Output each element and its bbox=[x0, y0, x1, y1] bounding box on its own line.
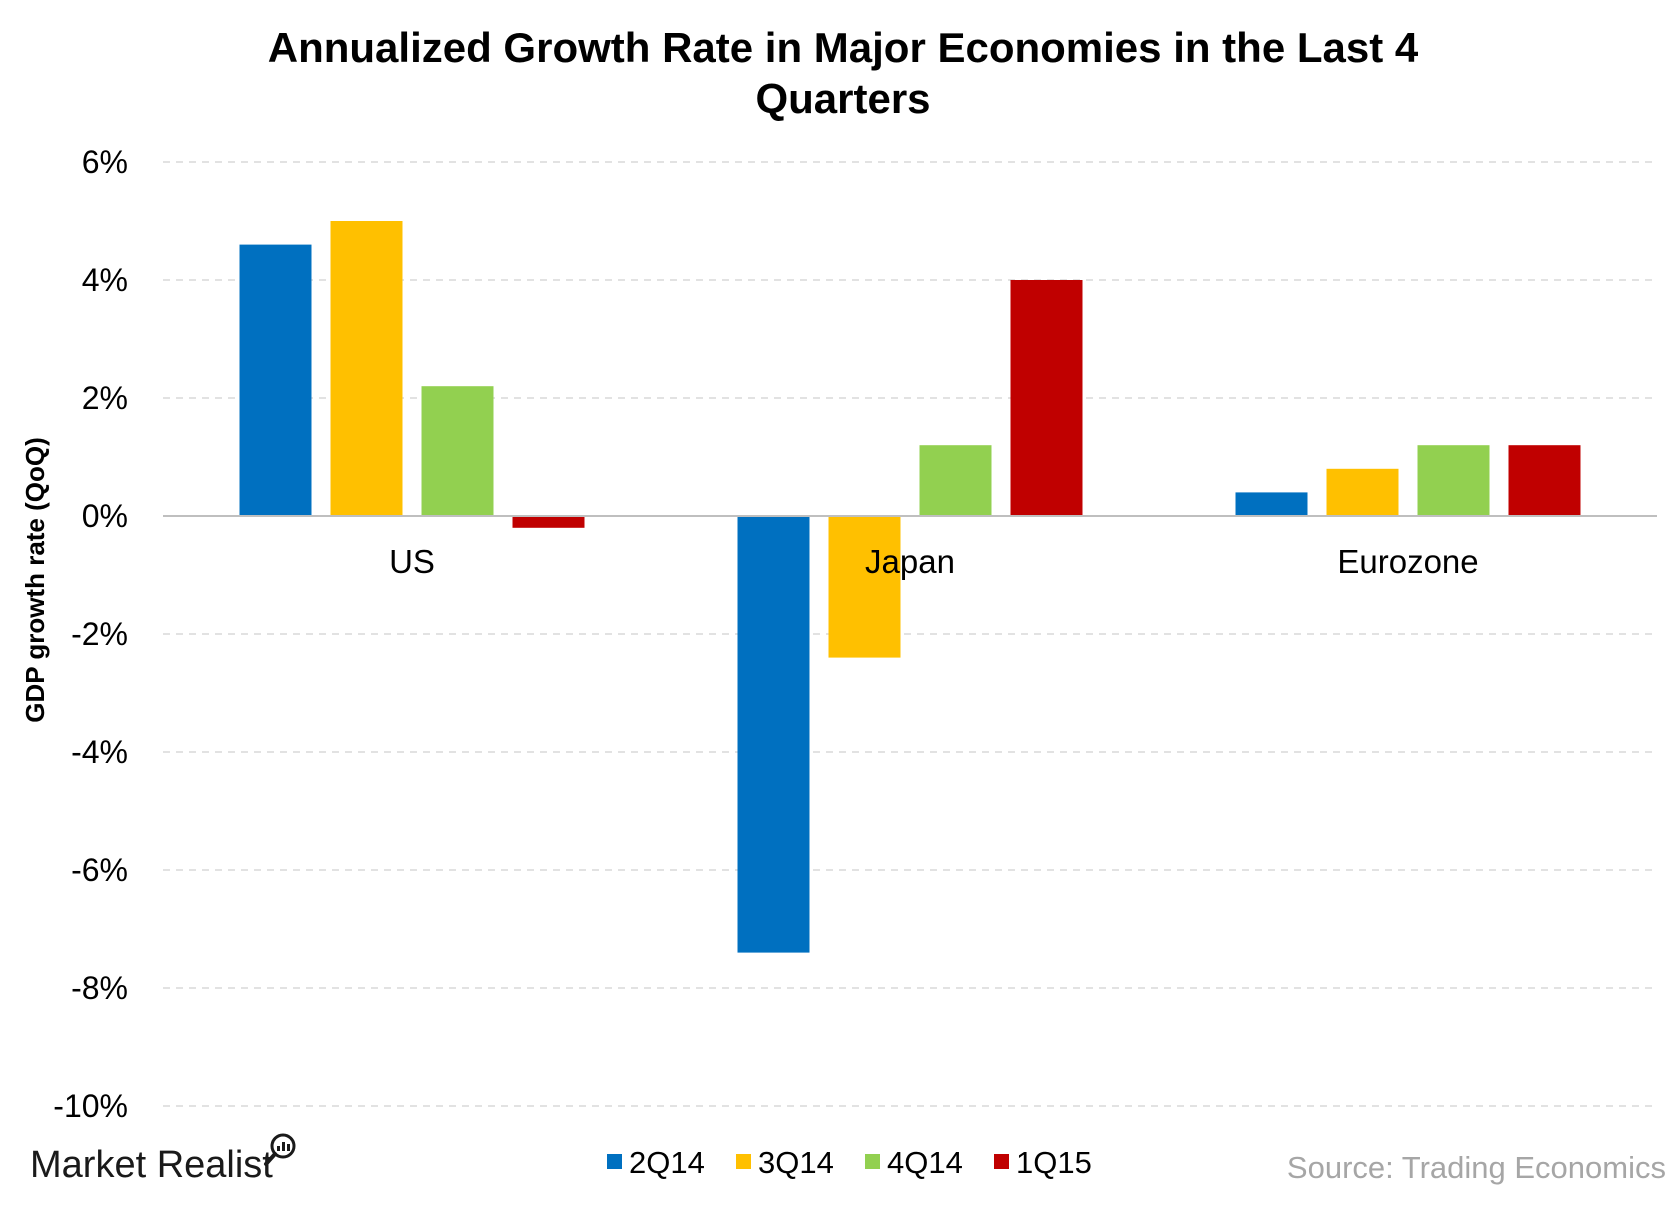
legend-item-4q14: 4Q14 bbox=[865, 1145, 963, 1180]
bar-us-1q15 bbox=[512, 516, 585, 528]
legend-swatch bbox=[865, 1154, 880, 1169]
y-tick-label: 2% bbox=[82, 380, 128, 416]
bar-eurozone-3q14 bbox=[1326, 468, 1399, 516]
bar-eurozone-1q15 bbox=[1508, 445, 1581, 516]
legend-item-1q15: 1Q15 bbox=[994, 1145, 1092, 1180]
y-tick-label: 6% bbox=[82, 144, 128, 180]
legend-label: 3Q14 bbox=[758, 1145, 834, 1180]
magnifier-icon bbox=[264, 1133, 296, 1166]
y-tick-label: -2% bbox=[71, 616, 128, 652]
gridlines bbox=[163, 161, 1657, 1107]
brand-logo-text: Market Realist bbox=[30, 1144, 273, 1186]
legend-item-3q14: 3Q14 bbox=[736, 1145, 834, 1180]
y-axis-ticks: 6% 4% 2% 0% -2% -4% -6% -8% -10% bbox=[53, 144, 128, 1124]
source-note: Source: Trading Economics bbox=[1287, 1150, 1666, 1185]
bar-japan-3q14 bbox=[828, 516, 901, 658]
legend-swatch bbox=[736, 1154, 751, 1169]
chart-title-line-2: Quarters bbox=[755, 75, 930, 122]
legend: 2Q14 3Q14 4Q14 1Q15 bbox=[607, 1145, 1092, 1180]
legend-item-2q14: 2Q14 bbox=[607, 1145, 705, 1180]
bar-japan-4q14 bbox=[919, 445, 992, 516]
chart-title-line-1: Annualized Growth Rate in Major Economie… bbox=[268, 24, 1419, 71]
y-tick-label: -4% bbox=[71, 734, 128, 770]
brand-logo: Market Realist bbox=[30, 1133, 296, 1186]
chart-title: Annualized Growth Rate in Major Economie… bbox=[268, 24, 1419, 122]
y-axis-label: GDP growth rate (QoQ) bbox=[20, 437, 50, 723]
category-label-japan: Japan bbox=[865, 543, 955, 580]
bars bbox=[239, 221, 1581, 953]
legend-label: 1Q15 bbox=[1016, 1145, 1092, 1180]
bar-us-2q14 bbox=[239, 244, 312, 516]
y-tick-label: 0% bbox=[82, 498, 128, 534]
bar-japan-1q15 bbox=[1010, 280, 1083, 516]
bar-japan-2q14 bbox=[737, 516, 810, 953]
y-tick-label: -6% bbox=[71, 852, 128, 888]
y-tick-label: -8% bbox=[71, 970, 128, 1006]
category-label-us: US bbox=[389, 543, 435, 580]
category-labels: US Japan Eurozone bbox=[389, 543, 1479, 580]
legend-swatch bbox=[994, 1154, 1009, 1169]
bar-eurozone-2q14 bbox=[1235, 492, 1308, 516]
bar-us-4q14 bbox=[421, 386, 494, 516]
y-tick-label: -10% bbox=[53, 1088, 128, 1124]
legend-swatch bbox=[607, 1154, 622, 1169]
y-tick-label: 4% bbox=[82, 262, 128, 298]
legend-label: 2Q14 bbox=[629, 1145, 705, 1180]
bar-us-3q14 bbox=[330, 221, 403, 516]
category-label-eurozone: Eurozone bbox=[1337, 543, 1478, 580]
legend-label: 4Q14 bbox=[887, 1145, 963, 1180]
bar-eurozone-4q14 bbox=[1417, 445, 1490, 516]
